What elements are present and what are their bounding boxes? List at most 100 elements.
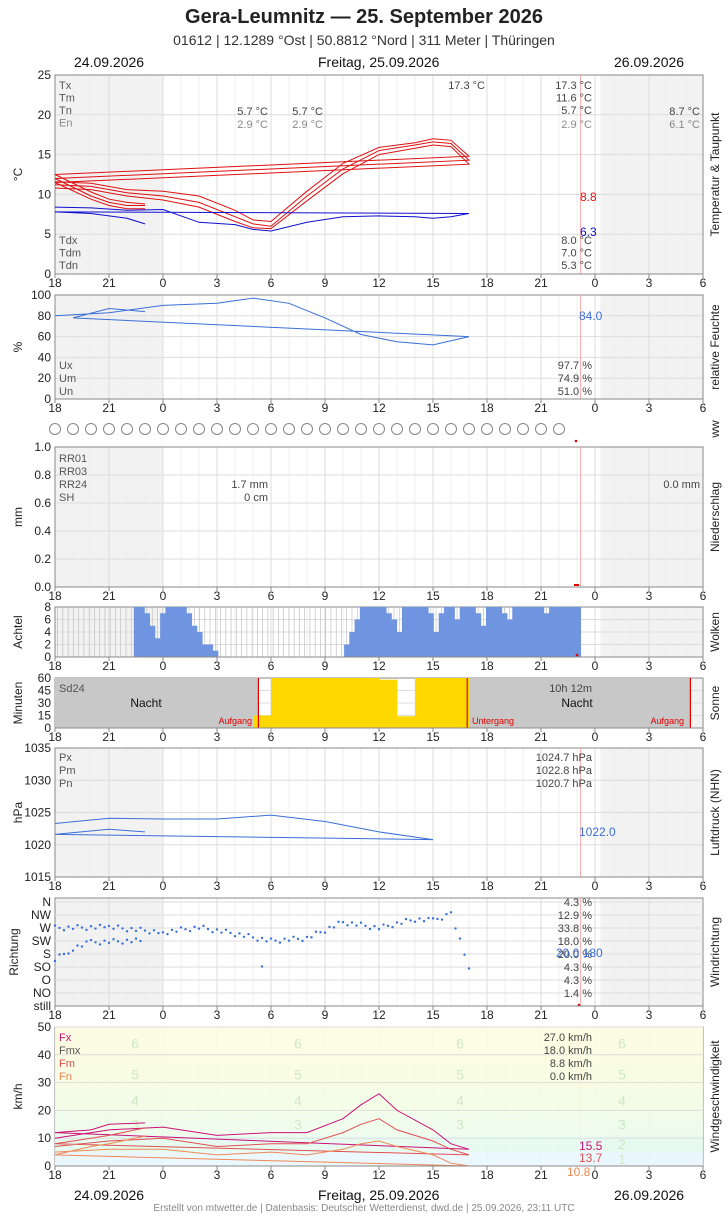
pressure-xtick-7: 15 — [426, 879, 440, 893]
pressure-xtick-8: 18 — [480, 879, 494, 893]
pressure-end-label: 1022.0 — [579, 825, 616, 839]
winddir-pt-3-7 — [229, 931, 232, 935]
ww-symbol-10 — [229, 423, 241, 435]
humidity-ytick-5: 100 — [31, 288, 51, 302]
precipitation-ytick-3: 0.6 — [34, 496, 51, 510]
temp-next-tn: 8.7 °C — [669, 106, 700, 118]
winddir-pt-14-1 — [76, 944, 79, 947]
humidity-side-label: relative Feuchte — [708, 304, 722, 390]
sun-ytick-2: 30 — [38, 696, 52, 710]
sun-duration: 10h 12m — [549, 683, 592, 695]
winddir-xtick-8: 18 — [480, 1008, 494, 1022]
sun-sunrise2-label: Aufgang — [650, 716, 684, 726]
temp-series-Td — [54, 206, 470, 232]
cloud-bar-57 — [354, 619, 361, 657]
winddir-pt-1-11 — [157, 931, 160, 935]
winddir-sum-SW: 18.0 % — [558, 936, 592, 948]
wind-bft-2-3: 3 — [456, 1116, 464, 1132]
pressure-xtick-9: 21 — [534, 879, 548, 893]
temp-xtick-10: 0 — [592, 276, 599, 290]
winddir-pt-0-1 — [58, 926, 61, 930]
pressure-sum-Pm: 1022.8 hPa — [536, 765, 593, 777]
winddir-pt-11-0 — [449, 911, 453, 914]
temp-xtick-1: 21 — [102, 276, 116, 290]
winddir-pt-4-1 — [238, 932, 241, 935]
sun-ytick-3: 45 — [38, 684, 52, 698]
wind_speed-ytick-4: 40 — [38, 1048, 52, 1062]
winddir-pt-9-2 — [422, 920, 426, 923]
ww-symbol-27 — [535, 423, 547, 435]
winddir-pt-6-5 — [328, 925, 331, 929]
winddir-pt-8-0 — [377, 928, 381, 931]
temp-series-Tm — [54, 141, 471, 227]
cloud-bar-24 — [181, 607, 187, 657]
winddir-pt-1-6 — [134, 929, 138, 933]
wind-bft-3-2: 2 — [618, 1136, 626, 1152]
wind-bft-1-4: 4 — [294, 1093, 302, 1109]
wind-end-fx: 15.5 — [579, 1139, 603, 1153]
wind-sum-Fx: 27.0 km/h — [544, 1032, 592, 1044]
wind-bft-3-3: 3 — [618, 1116, 626, 1132]
temp-xtick-5: 9 — [322, 276, 329, 290]
sun-xtick-2: 0 — [160, 730, 167, 744]
wind-bft-0-6: 6 — [131, 1036, 139, 1052]
ww-symbol-25 — [499, 423, 511, 435]
winddir-cat-still: still — [34, 999, 51, 1013]
wind-bft-3-6: 6 — [618, 1036, 626, 1052]
wind-bft-2-4: 4 — [456, 1093, 464, 1109]
winddir-pt-6-0 — [305, 935, 309, 939]
clouds-xtick-2: 0 — [160, 659, 167, 673]
pressure-xtick-10: 0 — [592, 879, 599, 893]
ww-symbol-26 — [517, 423, 529, 435]
winddir-pt-1-3 — [121, 927, 124, 930]
temp-xtick-11: 3 — [646, 276, 653, 290]
precip-xtick-6: 12 — [372, 589, 386, 603]
ww-symbol-1 — [67, 423, 79, 435]
sun-night-left — [55, 678, 259, 728]
cloud-bar-73 — [438, 613, 445, 657]
cloud-now-dot — [575, 653, 579, 657]
wind-xtick-0: 18 — [48, 1168, 62, 1182]
winddir-pt-8-7 — [409, 919, 412, 922]
station-info: 01612 | 12.1289 °Ost | 50.8812 °Nord | 3… — [173, 32, 555, 48]
winddir-pt-0-3 — [67, 925, 70, 928]
winddir-pt-8-1 — [382, 923, 385, 926]
wind-sum-Fn: 0.0 km/h — [550, 1071, 592, 1083]
wind-xtick-9: 21 — [534, 1168, 548, 1182]
precip-xtick-10: 0 — [592, 589, 599, 603]
cloud-bar-15 — [133, 607, 140, 657]
sun-side-label: Sonne — [708, 685, 722, 720]
wind-xtick-11: 3 — [646, 1168, 653, 1182]
clouds-side-label: Wolken — [708, 612, 722, 652]
cloud-bar-27 — [196, 632, 203, 657]
winddir-end-label: 20.0 180 — [556, 946, 603, 960]
winddir-cat-NO: NO — [33, 986, 51, 1000]
precip-prev-rr24: 1.7 mm — [231, 479, 268, 491]
wind-bft-1-3: 3 — [294, 1116, 302, 1132]
temp-xtick-9: 21 — [534, 276, 548, 290]
temp-tx-peak: 17.3 °C — [448, 80, 485, 92]
wind-end-fm: 13.7 — [579, 1151, 603, 1165]
sun-bar-13 — [397, 716, 416, 728]
cloud-bar-80 — [475, 613, 482, 657]
cloud-bar-20 — [160, 613, 166, 657]
cloud-bar-28 — [202, 644, 208, 657]
winddir-pt-0-11 — [103, 926, 106, 929]
winddir-pt-8-3 — [391, 925, 394, 929]
wind-bft-3-1: 1 — [618, 1151, 626, 1167]
sun-xtick-4: 6 — [268, 730, 275, 744]
winddir-xtick-5: 9 — [322, 1008, 329, 1022]
humidity-sum-Ux: 97.7 % — [558, 360, 592, 372]
ww-symbol-3 — [103, 423, 115, 435]
temp-sum-td-0: 8.0 °C — [561, 235, 592, 247]
winddir-cat-N: N — [42, 895, 51, 909]
winddir-xtick-3: 3 — [214, 1008, 221, 1022]
cloud-bar-62 — [380, 607, 387, 657]
cloud-bar-82 — [485, 607, 492, 657]
precip-legend-RR24: RR24 — [59, 479, 87, 491]
winddir-pt-15-0 — [89, 938, 93, 942]
sun-xtick-0: 18 — [48, 730, 62, 744]
clouds-xtick-8: 18 — [480, 659, 494, 673]
pressure-xtick-4: 6 — [268, 879, 275, 893]
